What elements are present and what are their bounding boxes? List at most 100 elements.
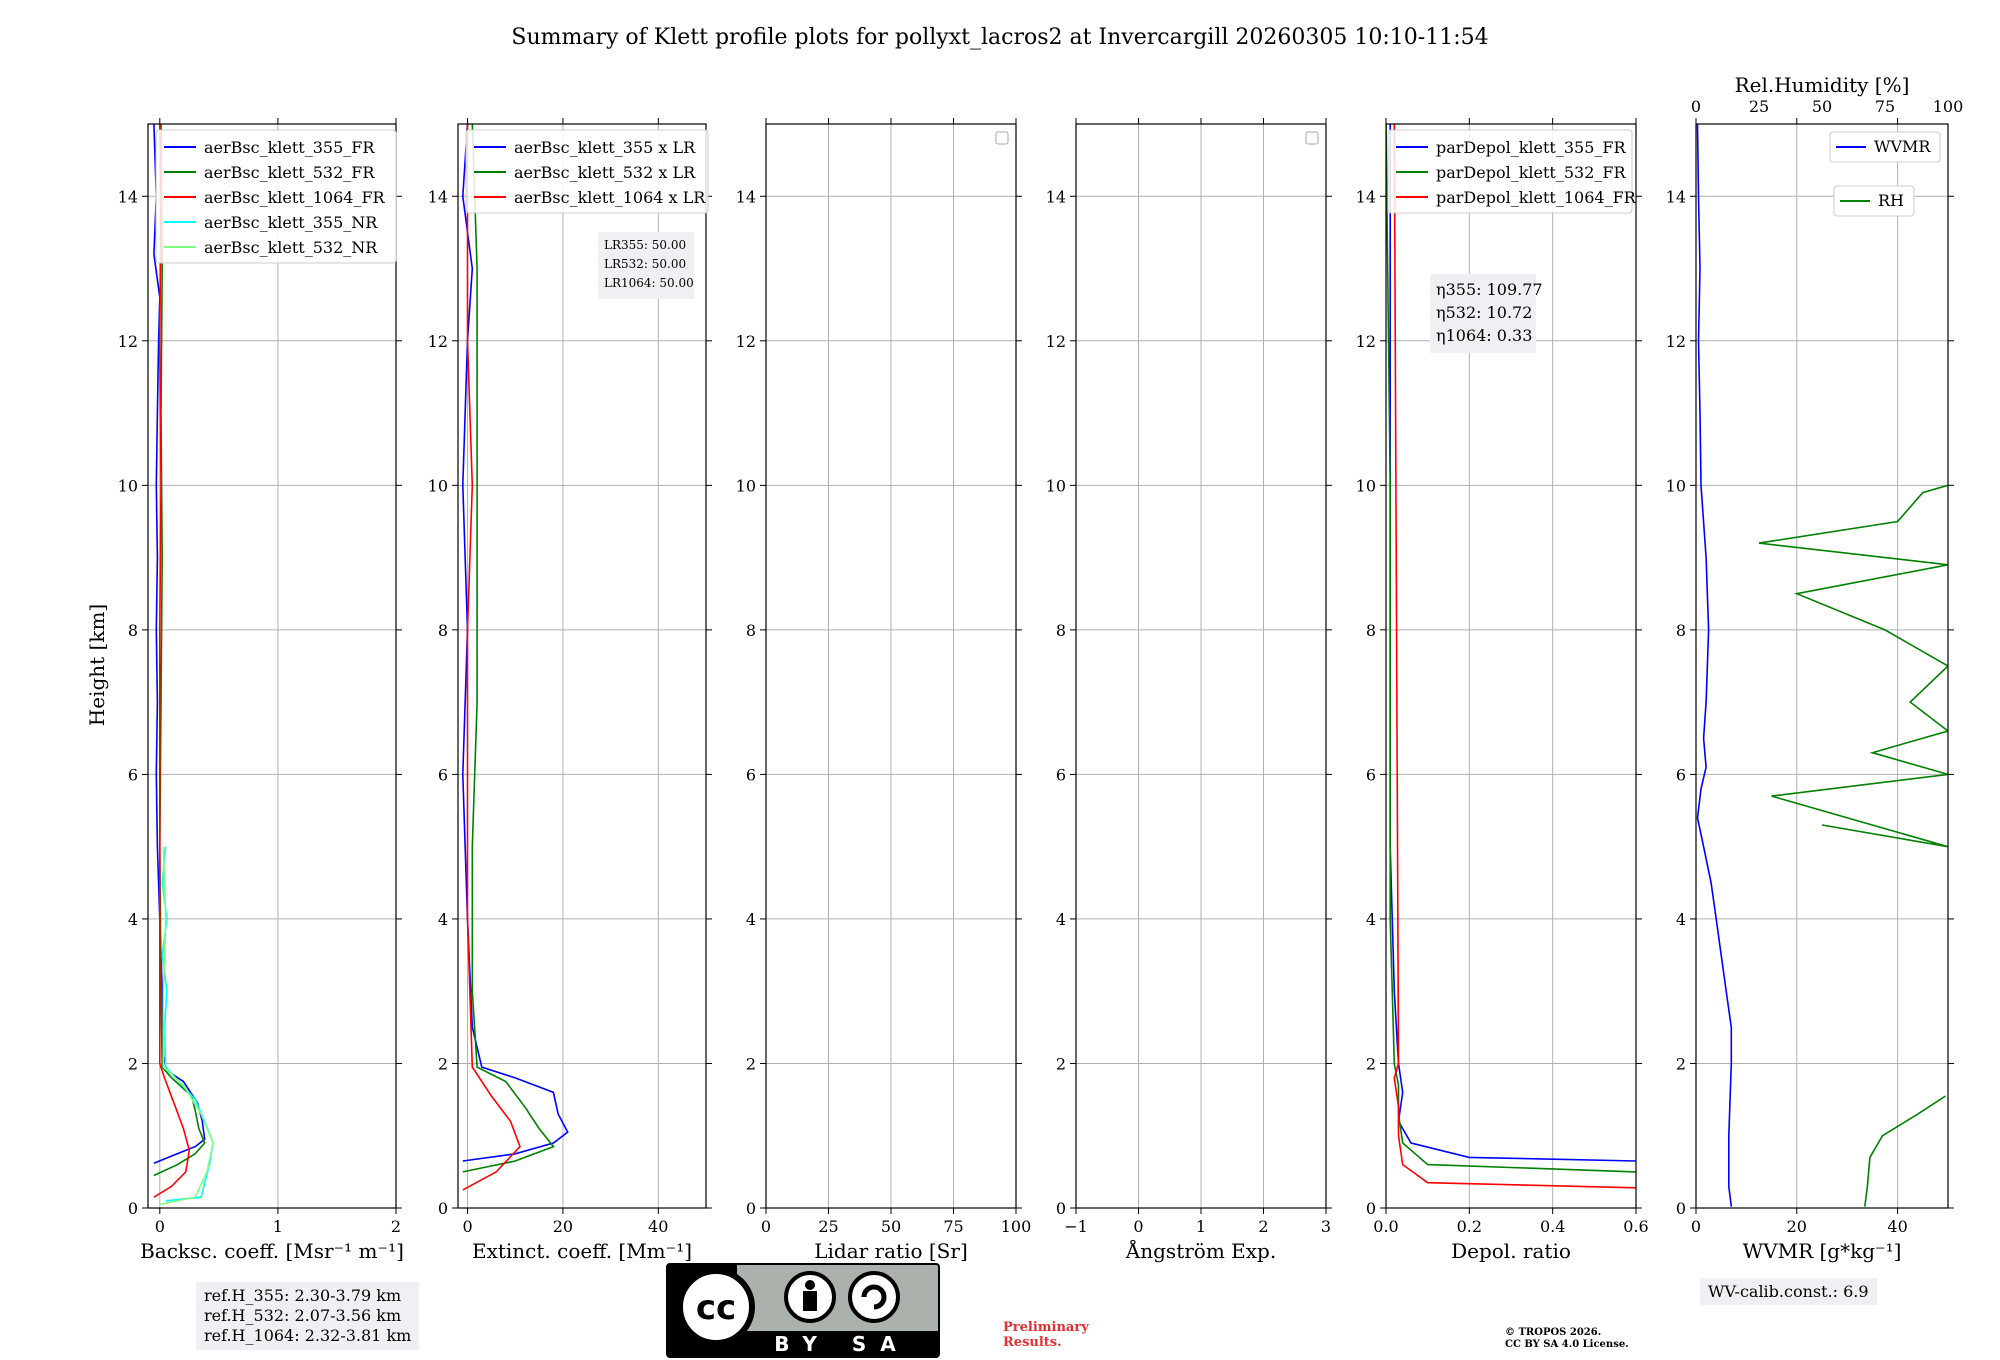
license-badge-text: BY SA [774, 1332, 909, 1356]
series-aerBsc_klett_532_NR [159, 846, 214, 1206]
tropos-line-1: © TROPOS 2026. [1505, 1327, 1602, 1338]
legend-box [1833, 185, 1915, 217]
annotation-text: LR355: 50.00 [604, 238, 686, 252]
y-tick-label: 10 [1046, 476, 1066, 495]
x-tick-label: 0.6 [1623, 1217, 1648, 1236]
x-tick-label: 20 [1787, 1217, 1807, 1236]
series-RH [1864, 1095, 1946, 1207]
annotation-box [598, 232, 694, 299]
x-tick-label: 20 [553, 1217, 573, 1236]
y-tick-label: 8 [1366, 621, 1376, 640]
preliminary-note: Preliminary Results. [1003, 1320, 1089, 1350]
top-tick-label: 25 [1749, 97, 1769, 116]
series-aerBsc_klett_355_FR [153, 124, 206, 1164]
tropos-copyright: © TROPOS 2026. CC BY SA 4.0 License. [1505, 1327, 1629, 1351]
top-tick-label: 100 [1933, 97, 1964, 116]
legend-label: aerBsc_klett_355_NR [204, 213, 378, 232]
x-tick-label: 75 [943, 1217, 963, 1236]
annotation-text: LR1064: 50.00 [604, 276, 694, 290]
x-axis-label: WVMR [g*kg⁻¹] [1743, 1239, 1902, 1263]
x-axis-label: Lidar ratio [Sr] [814, 1239, 968, 1263]
panel-3: 0 2 4 6 8 10 12 14 0 25 50 75 100 Lidar ratio [Sr] [736, 118, 1032, 1263]
y-tick-label: 6 [1676, 765, 1686, 784]
x-axis-label: Depol. ratio [1451, 1239, 1571, 1263]
x-axis-label: Backsc. coeff. [Msr⁻¹ m⁻¹] [140, 1239, 404, 1263]
y-tick-label: 10 [118, 476, 138, 495]
empty-legend-box [1305, 131, 1319, 145]
y-tick-label: 14 [1666, 187, 1686, 206]
series-aerBsc_klett_355_NR [161, 846, 214, 1202]
x-tick-label: 3 [1321, 1217, 1331, 1236]
top-tick-label: 50 [1812, 97, 1832, 116]
panel-frame [1695, 123, 1949, 1209]
x-tick-label: 0 [1133, 1217, 1143, 1236]
panel-frame [1385, 123, 1637, 1209]
y-tick-label: 8 [746, 621, 756, 640]
legend-box [155, 129, 397, 264]
legend-box [1387, 129, 1633, 214]
series-aerBsc_klett_1064 x LR [462, 124, 521, 1191]
panel-2: 0 2 4 6 8 10 12 14 0 20 40 Extinct. coeff. [Mm⁻¹] ae… [428, 118, 712, 1263]
legend-label: parDepol_klett_1064_FR [1436, 188, 1637, 207]
panel-frame [457, 123, 707, 1209]
series-aerBsc_klett_532 x LR [462, 124, 555, 1173]
legend-label: aerBsc_klett_532 x LR [514, 163, 696, 182]
x-tick-label: 100 [1001, 1217, 1032, 1236]
annotation-text: η1064: 0.33 [1436, 326, 1532, 345]
x-tick-label: 0 [761, 1217, 771, 1236]
y-tick-label: 12 [1356, 332, 1376, 351]
y-tick-label: 14 [428, 187, 448, 206]
x-axis-label: Ångström Exp. [1125, 1238, 1276, 1263]
y-tick-label: 8 [1056, 621, 1066, 640]
ref-height-532: ref.H_532: 2.07-3.56 km [204, 1306, 402, 1325]
y-tick-label: 6 [128, 765, 138, 784]
y-tick-label: 4 [1676, 910, 1686, 929]
x-tick-label: 2 [391, 1217, 401, 1236]
y-tick-label: 12 [736, 332, 756, 351]
top-tick-label: 0 [1691, 97, 1701, 116]
legend-label: aerBsc_klett_355 x LR [514, 138, 696, 157]
y-tick-label: 0 [746, 1199, 756, 1218]
legend-label: parDepol_klett_532_FR [1436, 163, 1627, 182]
y-tick-label: 4 [746, 910, 756, 929]
x-tick-label: 0 [155, 1217, 165, 1236]
y-tick-label: 6 [746, 765, 756, 784]
y-tick-label: 0 [438, 1199, 448, 1218]
y-tick-label: 14 [736, 187, 756, 206]
legend-box [465, 129, 709, 214]
empty-legend-box [995, 131, 1009, 145]
ref-height-1064: ref.H_1064: 2.32-3.81 km [204, 1326, 412, 1345]
y-tick-label: 12 [1666, 332, 1686, 351]
series-parDepol_klett_1064_FR [1393, 124, 1636, 1189]
x-tick-label: 0.4 [1540, 1217, 1565, 1236]
legend-label: aerBsc_klett_532_FR [204, 163, 375, 182]
y-tick-label: 6 [1366, 765, 1376, 784]
x-tick-label: 50 [881, 1217, 901, 1236]
y-tick-label: 14 [1046, 187, 1066, 206]
wv-calib-const: WV-calib.const.: 6.9 [1700, 1278, 1877, 1305]
reference-height-box: ref.H_355: 2.30-3.79 km ref.H_532: 2.07-… [196, 1282, 420, 1350]
top-tick-label: 75 [1875, 97, 1895, 116]
x-tick-label: 40 [648, 1217, 668, 1236]
cc-by-sa-logo: cc BY SA [666, 1263, 940, 1358]
x-tick-label: 2 [1258, 1217, 1268, 1236]
x-tick-label: 40 [1887, 1217, 1907, 1236]
y-tick-label: 2 [746, 1054, 756, 1073]
y-tick-label: 4 [128, 910, 138, 929]
legend-label: aerBsc_klett_1064 x LR [514, 188, 706, 207]
y-tick-label: 14 [118, 187, 138, 206]
y-axis-label: Height [km] [85, 604, 109, 726]
annotation-text: η532: 10.72 [1436, 303, 1532, 322]
panels: 0 2 4 6 8 10 12 14 0 1 2 Backsc. coeff. [Msr⁻¹ m⁻¹]… [118, 73, 1964, 1263]
y-tick-label: 12 [118, 332, 138, 351]
y-tick-label: 4 [438, 910, 448, 929]
y-tick-label: 2 [1056, 1054, 1066, 1073]
y-tick-label: 12 [1046, 332, 1066, 351]
y-tick-label: 12 [428, 332, 448, 351]
y-tick-label: 6 [438, 765, 448, 784]
y-tick-label: 8 [438, 621, 448, 640]
legend-label: RH [1878, 191, 1904, 210]
series-aerBsc_klett_1064_FR [153, 124, 191, 1198]
y-tick-label: 2 [128, 1054, 138, 1073]
